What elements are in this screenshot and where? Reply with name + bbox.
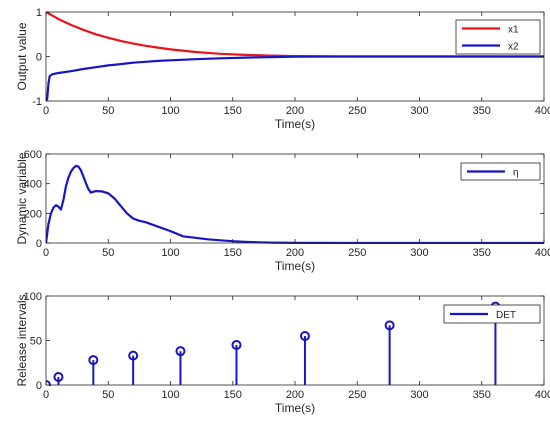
x-tick-label: 400 [535,105,550,117]
legend-box [455,19,541,55]
y-tick-label: 400 [24,179,42,191]
legend-label: x2 [508,42,519,53]
x-tick-label: 250 [348,105,366,117]
x-axis-label: Time(s) [275,259,315,273]
series-group [46,301,501,386]
x-tick-label: 300 [410,247,428,259]
x-tick-label: 150 [224,105,242,117]
series-group [46,11,544,102]
x-tick-label: 0 [43,105,49,117]
y-tick-label: 0 [36,52,42,64]
x-tick-label: 100 [161,247,179,259]
x-tick-label: 100 [161,105,179,117]
stem-marker [299,331,310,342]
x-tick-label: 200 [286,247,304,259]
x-axis-label: Time(s) [275,401,315,415]
x-tick-label: 300 [410,389,428,401]
series-line-1 [46,164,544,244]
x-tick-label: 200 [286,389,304,401]
y-tick-label: 200 [24,208,42,220]
x-tick-label: 200 [286,105,304,117]
y-tick-label: 50 [30,336,42,348]
x-axis-label: Time(s) [275,117,315,131]
x-tick-label: 350 [473,389,491,401]
legend-box [443,304,541,324]
x-tick-label: 50 [102,389,114,401]
x-tick-label: 50 [102,247,114,259]
series-group [46,164,544,244]
series-line-2 [46,55,544,102]
stem-marker [231,339,242,350]
x-tick-label: 150 [224,247,242,259]
y-tick-label: 600 [24,149,42,161]
y-axis-label: Output value [15,22,29,90]
x-tick-label: 100 [161,389,179,401]
stem-marker [384,320,395,331]
x-tick-label: 350 [473,105,491,117]
legend-label: η [513,168,519,179]
y-tick-label: 0 [36,238,42,250]
y-tick-label: 100 [24,291,42,303]
y-tick-label: 0 [36,380,42,392]
y-axis-label: Dynamic variable [15,152,29,244]
chart-panel-3: 0 50 100 150 200 250 300 350 400 0 50 100 Time(s) Rel… [15,291,550,415]
y-tick-label: -1 [32,96,42,108]
stem-marker [88,355,99,366]
legend-label: x1 [508,25,519,36]
y-tick-label: 1 [36,7,42,19]
x-tick-label: 250 [348,389,366,401]
chart-panel-2: 0 50 100 150 200 250 300 350 400 0 200 400 600 Time(s… [15,149,550,273]
x-tick-label: 350 [473,247,491,259]
x-tick-label: 400 [535,389,550,401]
stem-marker [53,371,64,382]
legend: DET [443,304,541,324]
x-tick-label: 150 [224,389,242,401]
legend: x1 x2 [455,19,541,55]
x-tick-label: 250 [348,247,366,259]
stem-marker [175,346,186,357]
x-tick-label: 0 [43,247,49,259]
x-tick-label: 300 [410,105,428,117]
legend: η [460,162,541,181]
x-tick-label: 50 [102,105,114,117]
y-axis-label: Release intervals [15,294,29,386]
stem-marker [128,350,139,361]
x-tick-label: 0 [43,389,49,401]
legend-label: DET [496,310,516,321]
chart-panel-1: 050100150200250300350400-101Time(s)Outpu… [15,7,550,131]
x-tick-label: 400 [535,247,550,259]
